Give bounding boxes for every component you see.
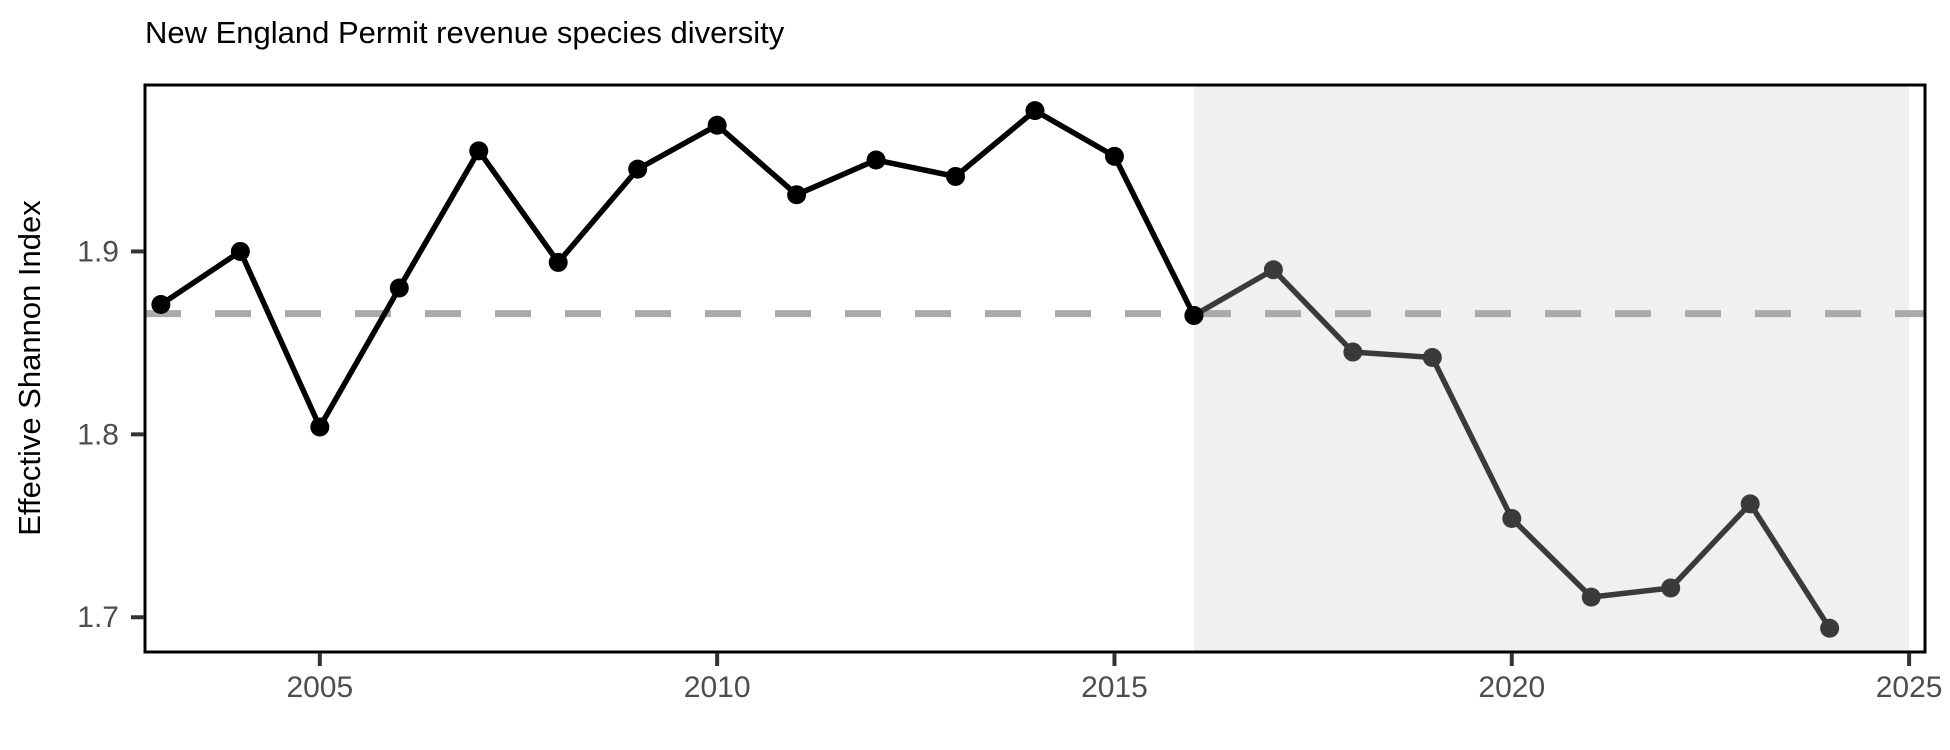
x-tick-label-2005: 2005 (286, 671, 353, 704)
y-axis-title: Effective Shannon Index (12, 200, 47, 536)
series-pre2016-line (158, 107, 1197, 430)
data-point-2014 (1025, 101, 1045, 121)
y-tick-label-1.7: 1.7 (77, 601, 119, 634)
data-point-2016 (1184, 305, 1204, 325)
data-point-2021 (1581, 587, 1601, 607)
data-point-2003 (151, 294, 171, 314)
data-point-2011 (787, 185, 807, 205)
data-point-2017 (1263, 260, 1283, 280)
y-tick-label-1.8: 1.8 (77, 418, 119, 451)
x-tick-label-2010: 2010 (684, 671, 751, 704)
data-point-2008 (548, 252, 568, 272)
y-tick-label-1.9: 1.9 (77, 235, 119, 268)
data-point-2004 (230, 241, 250, 261)
panel-border (143, 83, 1927, 654)
data-point-2024 (1820, 618, 1840, 638)
chart-title: New England Permit revenue species diver… (145, 15, 785, 50)
data-point-2007 (469, 141, 489, 161)
data-point-2019 (1422, 348, 1442, 368)
data-point-2005 (310, 417, 330, 437)
x-tick-label-2015: 2015 (1081, 671, 1148, 704)
data-point-2009 (628, 159, 648, 179)
data-point-2006 (389, 278, 409, 298)
x-tick-label-2025: 2025 (1876, 671, 1943, 704)
plot-area: 2005 2010 2015 2020 2025 1.7 1.8 1.9 (77, 83, 1943, 704)
data-point-2023 (1740, 494, 1760, 514)
data-point-2020 (1502, 508, 1522, 528)
data-point-2013 (946, 166, 966, 186)
data-point-2010 (707, 115, 727, 135)
data-point-2015 (1104, 146, 1124, 166)
shaded-region-2016-2025 (1193, 85, 1910, 652)
data-point-2018 (1343, 342, 1363, 362)
x-tick-label-2020: 2020 (1478, 671, 1545, 704)
data-point-2012 (866, 150, 886, 170)
data-point-2022 (1661, 578, 1681, 598)
